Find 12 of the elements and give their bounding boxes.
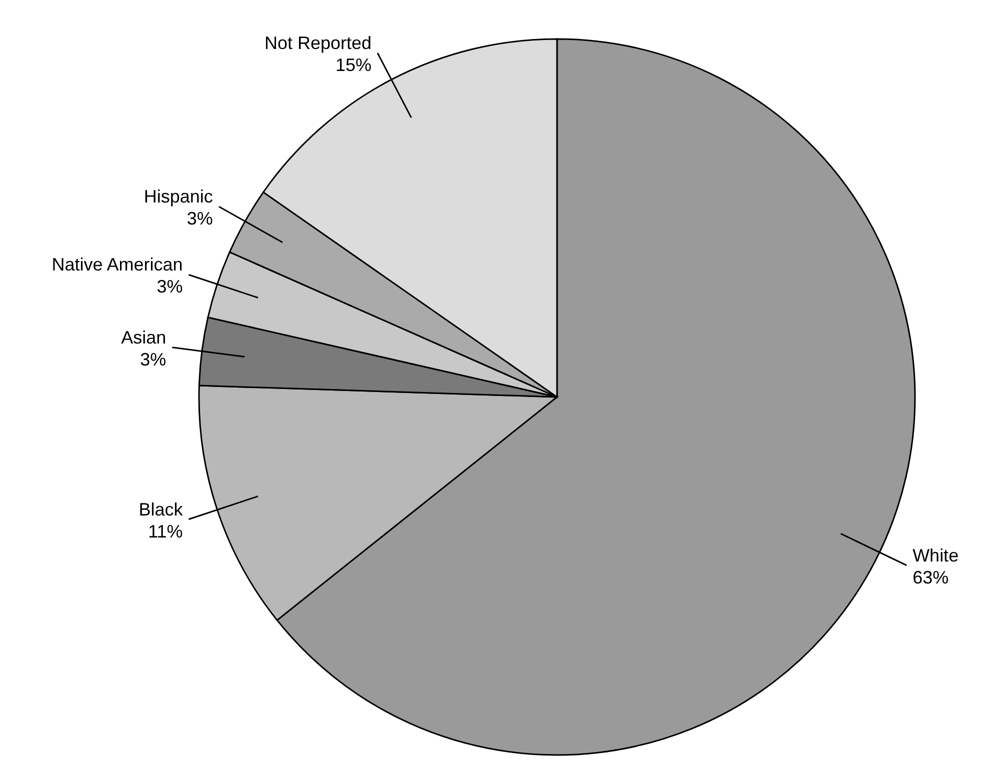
data-label: 3%	[186, 208, 213, 229]
slice-label: Not Reported	[264, 33, 372, 53]
data-label: 11%	[148, 521, 183, 542]
slice-label: Hispanic	[144, 186, 213, 207]
data-label: 3%	[140, 349, 166, 370]
slice-label: Native American	[52, 254, 183, 275]
slice-label: Asian	[121, 327, 166, 348]
data-label: 3%	[156, 276, 183, 297]
data-label: 63%	[912, 567, 949, 588]
data-label: 15%	[336, 55, 372, 75]
slice-label: White	[912, 545, 959, 566]
slice-label: Black	[138, 499, 184, 520]
